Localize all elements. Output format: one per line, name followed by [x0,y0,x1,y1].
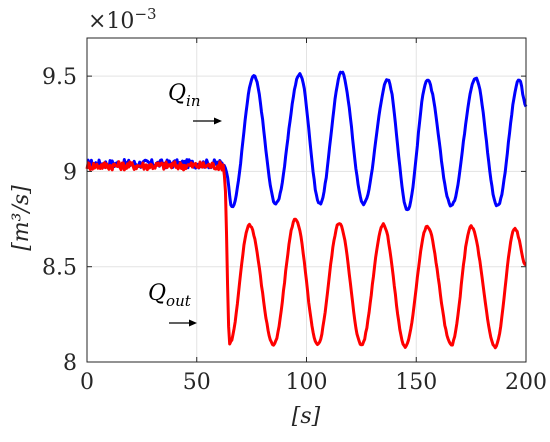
y-axis-label: [m³/s] [9,185,34,251]
x-tick-label: 150 [395,370,437,395]
x-tick-label: 0 [80,370,94,395]
x-axis-label: [s] [292,404,321,429]
x-tick-label: 50 [183,370,211,395]
y-tick-label: 9 [63,160,77,185]
series-layer [85,70,528,350]
y-axis-multiplier: ×10−3 [88,5,157,34]
series-label-qout: Qout [148,281,192,310]
svg-text:Qout: Qout [148,281,192,310]
y-tick-label: 8.5 [42,256,77,281]
grid [87,38,526,362]
arrow-qout [169,319,197,327]
ticks: 0 50 100 150 200 8 8.5 9 9.5 [42,38,547,395]
arrow-qin [193,117,222,125]
svg-text:Qin: Qin [168,81,201,110]
x-tick-label: 100 [286,370,328,395]
series-line-qin [86,70,528,212]
series-line-qout [85,160,527,350]
y-tick-label: 9.5 [42,65,77,90]
series-label-qin: Qin [168,81,201,110]
y-tick-label: 8 [63,351,77,376]
x-tick-label: 200 [505,370,547,395]
